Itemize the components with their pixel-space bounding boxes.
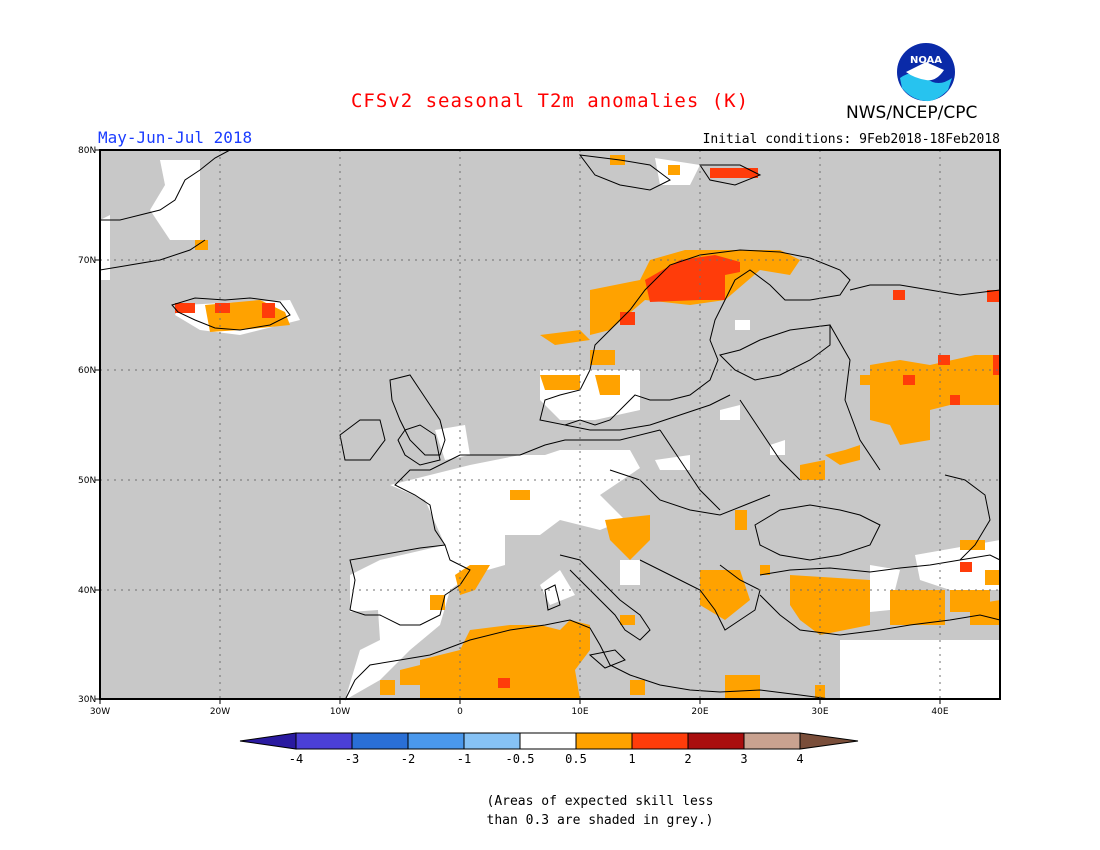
legend-swatch-minus4-minus3 [295, 732, 353, 750]
legend-swatch-minus2-minus1 [407, 732, 465, 750]
legend-swatch-1-2 [631, 732, 689, 750]
legend-label-minus05: -0.5 [506, 752, 535, 766]
lat-label-70n: 70N [78, 256, 96, 266]
organization-label: NWS/NCEP/CPC [846, 103, 978, 123]
legend-swatch-below-minus4 [239, 732, 297, 750]
skill-note-line2: than 0.3 are shaded in grey.) [486, 813, 714, 828]
lon-label-20e: 20E [691, 707, 708, 717]
legend-label-minus4: -4 [289, 752, 303, 766]
legend-label-minus1: -1 [457, 752, 471, 766]
lat-label-50n: 50N [78, 476, 96, 486]
lon-label-10w: 10W [330, 707, 350, 717]
legend-label-4: 4 [796, 752, 803, 766]
legend-swatch-minus05-05 [519, 732, 577, 750]
legend-swatch-3-4 [743, 732, 801, 750]
coastlines [99, 149, 1001, 701]
legend-labels: -4 -3 -2 -1 -0.5 0.5 1 2 3 4 [289, 752, 804, 766]
graticule [100, 150, 1000, 699]
legend-label-05: 0.5 [565, 752, 587, 766]
latitude-labels: 30N 40N 50N 60N 70N 80N [78, 146, 96, 705]
legend-label-3: 3 [740, 752, 747, 766]
lat-label-40n: 40N [78, 586, 96, 596]
lon-label-30e: 30E [811, 707, 828, 717]
lon-label-10e: 10E [571, 707, 588, 717]
lon-label-0: 0 [457, 707, 463, 717]
legend-swatch-minus1-minus05 [463, 732, 521, 750]
lon-label-30w: 30W [90, 707, 110, 717]
initial-conditions: Initial conditions: 9Feb2018-18Feb2018 [702, 132, 1000, 147]
legend-swatch-05-1 [575, 732, 633, 750]
color-legend [239, 732, 859, 750]
lon-label-40e: 40E [931, 707, 948, 717]
lon-label-20w: 20W [210, 707, 230, 717]
legend-label-2: 2 [684, 752, 691, 766]
noaa-logo: NOAA [897, 43, 955, 102]
longitude-labels: 30W 20W 10W 0 10E 20E 30E 40E [90, 707, 949, 717]
legend-swatch-above-4 [799, 732, 859, 750]
legend-label-1: 1 [628, 752, 635, 766]
lat-label-60n: 60N [78, 366, 96, 376]
legend-label-minus3: -3 [345, 752, 359, 766]
lat-label-30n: 30N [78, 695, 96, 705]
legend-swatch-minus3-minus2 [351, 732, 409, 750]
map-frame [99, 149, 1001, 700]
skill-note: (Areas of expected skill less than 0.3 a… [400, 792, 800, 830]
lat-ticks [95, 149, 941, 704]
legend-label-minus2: -2 [401, 752, 415, 766]
lat-label-80n: 80N [78, 146, 96, 156]
legend-swatch-2-3 [687, 732, 745, 750]
skill-note-line1: (Areas of expected skill less [486, 794, 714, 809]
logo-text: NOAA [910, 55, 942, 66]
forecast-period: May-Jun-Jul 2018 [98, 128, 253, 147]
chart-title: CFSv2 seasonal T2m anomalies (K) [350, 90, 750, 112]
